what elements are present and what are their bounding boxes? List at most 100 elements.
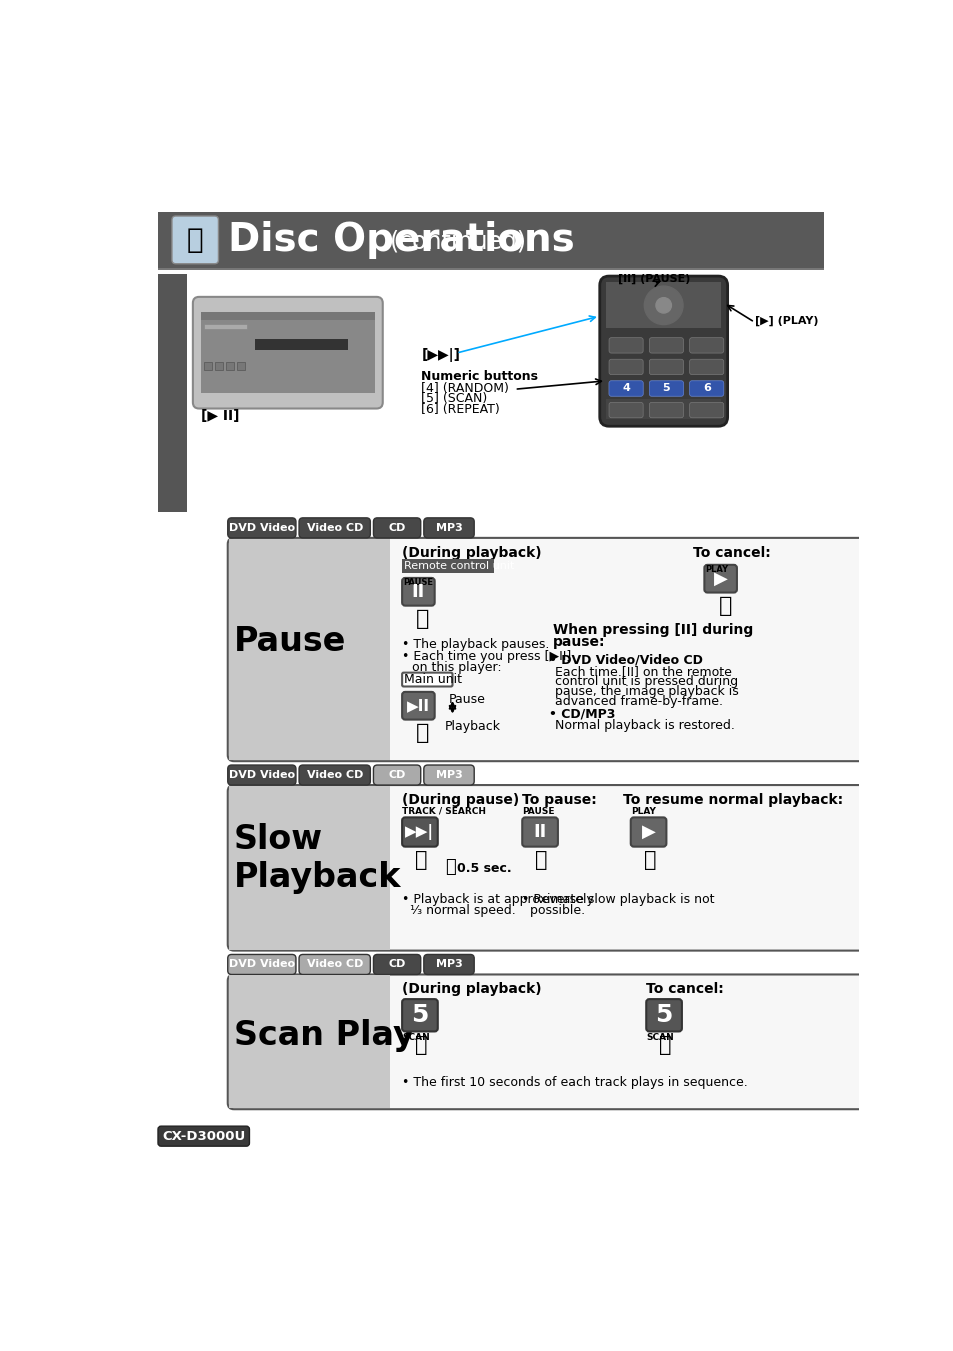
Text: [II] (PAUSE): [II] (PAUSE) [618,274,689,284]
Text: on this player:: on this player: [412,661,501,674]
Text: DVD Video: DVD Video [229,959,294,970]
Bar [200,312,375,320]
FancyBboxPatch shape [630,817,666,847]
Text: • Each time you press [▶II]: • Each time you press [▶II] [402,650,571,662]
Text: DVD Video: DVD Video [229,770,294,780]
Text: 5: 5 [662,384,670,393]
Text: Remote control unit: Remote control unit [404,562,515,571]
Text: Playback: Playback [444,720,500,734]
Text: Each time [II] on the remote: Each time [II] on the remote [555,665,731,678]
FancyBboxPatch shape [689,338,723,353]
Text: pause, the image playback is: pause, the image playback is [555,685,738,698]
FancyBboxPatch shape [608,403,642,417]
Text: 6: 6 [702,384,710,393]
Text: Normal playback is restored.: Normal playback is restored. [555,719,734,732]
Text: [5] (SCAN): [5] (SCAN) [421,392,487,405]
Text: To pause:: To pause: [521,793,597,807]
Text: • Playback is at approximately: • Playback is at approximately [402,893,594,907]
Bar [605,282,720,328]
FancyBboxPatch shape [649,338,682,353]
Bar [215,362,223,370]
Text: Video CD: Video CD [306,770,362,780]
Text: CD: CD [388,523,405,532]
FancyBboxPatch shape [608,359,642,374]
Bar [229,786,390,950]
Bar [158,274,187,512]
FancyBboxPatch shape [689,381,723,396]
Text: Video CD: Video CD [306,959,362,970]
Text: pause:: pause: [553,635,605,648]
Text: • CD/MP3: • CD/MP3 [549,708,615,720]
Text: II: II [412,582,425,601]
FancyBboxPatch shape [193,297,382,408]
Text: CD: CD [388,770,405,780]
Text: MP3: MP3 [436,523,462,532]
Bar [200,312,375,393]
Bar [254,339,348,350]
FancyBboxPatch shape [608,381,642,396]
Text: control unit is pressed during: control unit is pressed during [555,676,738,688]
FancyBboxPatch shape [649,381,682,396]
Text: SCAN: SCAN [402,1034,430,1042]
Circle shape [643,286,682,324]
Text: 🤚: 🤚 [535,850,547,870]
FancyBboxPatch shape [228,785,885,951]
FancyBboxPatch shape [402,817,437,847]
FancyBboxPatch shape [423,765,474,785]
Text: PAUSE: PAUSE [403,578,434,586]
Text: 🤚: 🤚 [415,1035,427,1055]
Text: 🔧: 🔧 [187,226,203,254]
Text: CX-D3000U: CX-D3000U [162,1129,245,1143]
FancyBboxPatch shape [172,216,218,263]
Text: (continued): (continued) [390,230,526,254]
Text: possible.: possible. [521,904,585,917]
Text: 5: 5 [655,1004,672,1027]
Text: Scan Play: Scan Play [233,1019,415,1052]
Text: 🤚: 🤚 [416,723,429,743]
FancyBboxPatch shape [649,359,682,374]
FancyBboxPatch shape [649,403,682,417]
Bar [229,539,390,761]
FancyBboxPatch shape [298,765,370,785]
Text: ▶▶|: ▶▶| [405,824,434,840]
FancyBboxPatch shape [608,381,642,396]
Text: CD: CD [388,959,405,970]
Text: 🤚: 🤚 [643,850,656,870]
Text: Numeric buttons: Numeric buttons [421,370,537,384]
Text: Disc Operations: Disc Operations [228,222,574,259]
FancyBboxPatch shape [373,954,420,974]
Bar [605,400,720,419]
FancyBboxPatch shape [228,538,885,761]
Text: 0.5 sec.: 0.5 sec. [456,862,511,875]
Bar [204,324,247,330]
Bar [158,267,823,270]
Text: Pause: Pause [448,693,485,707]
FancyBboxPatch shape [402,673,452,686]
Bar [226,362,233,370]
Bar [158,212,823,267]
Text: When pressing [II] during: When pressing [II] during [553,623,753,636]
Text: (During playback): (During playback) [402,546,541,559]
Text: 🤚: 🤚 [415,850,427,870]
Text: ▶: ▶ [713,570,727,588]
Bar [204,362,212,370]
Text: 🤚: 🤚 [416,609,429,628]
Text: 🤚: 🤚 [718,596,731,616]
FancyBboxPatch shape [402,692,435,720]
Text: ⌛: ⌛ [444,858,455,877]
FancyBboxPatch shape [158,1127,249,1146]
Text: [6] (REPEAT): [6] (REPEAT) [421,403,499,416]
Text: [▶▶|]: [▶▶|] [421,349,460,362]
FancyBboxPatch shape [228,974,885,1109]
Text: 4: 4 [621,384,629,393]
Bar [402,559,493,573]
Circle shape [656,297,671,313]
FancyBboxPatch shape [689,359,723,374]
FancyBboxPatch shape [298,954,370,974]
Text: To resume normal playback:: To resume normal playback: [622,793,842,807]
Text: • The first 10 seconds of each track plays in sequence.: • The first 10 seconds of each track pla… [402,1077,747,1089]
FancyBboxPatch shape [645,1000,681,1031]
Text: [4] (RANDOM): [4] (RANDOM) [421,381,509,394]
FancyBboxPatch shape [228,765,295,785]
Text: DVD Video: DVD Video [229,523,294,532]
